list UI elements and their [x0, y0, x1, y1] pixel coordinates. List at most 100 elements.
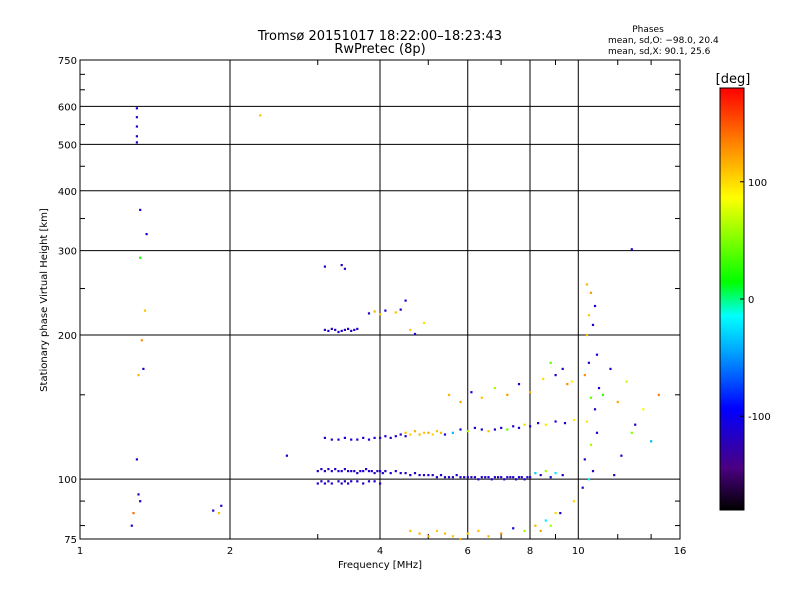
data-point	[323, 482, 326, 485]
data-point	[459, 538, 462, 541]
data-point	[561, 367, 564, 370]
data-point	[139, 208, 142, 211]
data-point	[517, 426, 521, 429]
colorbar-tick-label: 100	[748, 178, 767, 189]
data-point	[135, 458, 138, 461]
data-point	[581, 486, 584, 489]
data-point	[480, 428, 483, 431]
data-point	[381, 472, 384, 475]
data-point	[373, 310, 376, 313]
data-point	[389, 436, 392, 439]
data-point	[529, 391, 532, 394]
data-point	[343, 468, 346, 471]
data-point	[487, 430, 490, 433]
data-point	[340, 482, 343, 485]
x-axis-ticks: 1 2 4 6 8 10 16	[77, 60, 686, 557]
data-point	[140, 339, 143, 342]
x-tick-label: 6	[465, 546, 471, 557]
colorbar: [deg] 100 0 -100	[716, 72, 771, 511]
data-point	[340, 470, 343, 473]
data-point	[399, 433, 402, 436]
data-point	[379, 482, 382, 485]
plot-area: 1 2 4 6 8 10 16 75 100 200 300 400 500 600 750	[58, 56, 686, 557]
data-point	[323, 265, 326, 268]
y-tick-label: 600	[58, 102, 77, 113]
data-point	[554, 512, 557, 515]
data-point	[212, 509, 215, 512]
data-point	[404, 299, 407, 302]
data-point	[367, 470, 371, 473]
phases-heading: Phases	[632, 25, 664, 35]
data-point	[549, 476, 552, 479]
data-point	[367, 480, 371, 483]
data-point	[370, 470, 373, 473]
data-point	[373, 472, 376, 475]
data-point	[589, 396, 593, 399]
data-point	[506, 428, 509, 431]
data-point	[500, 476, 503, 479]
data-point	[139, 256, 142, 259]
data-point	[443, 532, 447, 535]
data-point	[413, 472, 417, 475]
data-point	[365, 468, 368, 471]
data-point	[534, 524, 537, 527]
data-point	[493, 428, 496, 431]
data-point	[323, 436, 326, 439]
data-point	[523, 478, 526, 481]
data-point	[490, 478, 493, 481]
data-point	[591, 323, 595, 326]
chart-title: Tromsø 20151017 18:22:00–18:23:43	[257, 29, 502, 44]
x-tick-label: 1	[77, 546, 83, 557]
data-point	[330, 327, 333, 330]
data-point	[593, 408, 597, 411]
data-point	[362, 482, 365, 485]
colorbar-tick-label: 0	[748, 295, 754, 306]
data-point	[343, 267, 346, 270]
data-point	[517, 383, 521, 386]
data-point	[459, 400, 462, 404]
data-point	[583, 458, 586, 461]
data-point	[343, 480, 346, 483]
data-point	[497, 476, 500, 479]
data-point	[500, 426, 503, 429]
data-point	[503, 478, 506, 481]
x-tick-label: 4	[377, 546, 383, 557]
data-point	[539, 474, 542, 477]
data-point	[470, 391, 473, 394]
data-point	[520, 476, 523, 479]
data-point	[431, 474, 434, 477]
data-point	[480, 476, 483, 479]
data-point	[362, 470, 365, 473]
data-point	[466, 476, 469, 479]
data-point	[451, 535, 454, 538]
data-point	[477, 529, 480, 532]
data-point	[554, 472, 557, 475]
data-point	[327, 329, 330, 332]
data-point	[130, 524, 133, 527]
data-point	[544, 470, 547, 473]
data-point	[418, 433, 421, 436]
data-point	[422, 474, 426, 477]
data-point	[356, 327, 359, 330]
data-point	[399, 308, 402, 311]
data-point	[220, 504, 223, 507]
data-point	[394, 311, 397, 314]
grid-lines	[80, 60, 680, 539]
data-point	[484, 476, 487, 479]
data-point	[350, 438, 353, 441]
data-point	[585, 420, 588, 423]
data-point	[427, 474, 430, 477]
data-point	[343, 328, 346, 331]
data-point	[609, 367, 612, 370]
data-point	[509, 476, 512, 479]
data-point	[413, 430, 417, 433]
data-point	[422, 321, 426, 324]
data-point	[642, 408, 645, 411]
data-point	[512, 425, 515, 428]
data-point	[435, 529, 438, 532]
data-point	[493, 476, 496, 479]
data-point	[512, 476, 515, 479]
data-point	[330, 482, 333, 485]
y-tick-label: 500	[58, 140, 77, 151]
data-point	[347, 327, 350, 330]
